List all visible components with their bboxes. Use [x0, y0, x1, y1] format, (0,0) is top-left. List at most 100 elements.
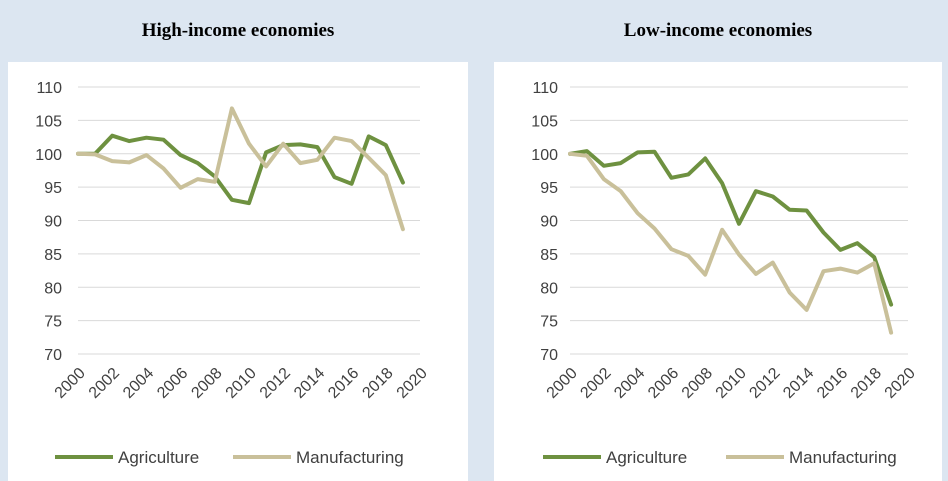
y-tick-label: 85	[44, 247, 62, 264]
data-point-manufacturing	[568, 152, 572, 156]
data-point-agriculture	[144, 136, 148, 140]
data-point-manufacturing	[686, 254, 690, 258]
data-point-manufacturing	[230, 106, 234, 110]
series-line-agriculture	[76, 133, 405, 206]
y-tick-label: 85	[540, 247, 558, 264]
series-line-manufacturing	[76, 106, 405, 232]
data-point-agriculture	[686, 172, 690, 176]
data-point-agriculture	[652, 150, 656, 154]
data-point-manufacturing	[247, 142, 251, 146]
data-point-manufacturing	[602, 177, 606, 181]
y-tick-label: 100	[35, 147, 62, 164]
data-point-manufacturing	[127, 160, 131, 164]
data-point-agriculture	[737, 222, 741, 226]
data-point-agriculture	[619, 161, 623, 165]
x-tick-label: 2004	[120, 365, 157, 402]
data-point-manufacturing	[384, 173, 388, 177]
legend-label-agriculture: Agriculture	[118, 448, 199, 467]
x-tick-label: 2002	[86, 365, 123, 402]
data-point-agriculture	[771, 194, 775, 198]
data-point-manufacturing	[264, 164, 268, 168]
legend-label-agriculture: Agriculture	[606, 448, 687, 467]
data-point-agriculture	[196, 161, 200, 165]
data-point-manufacturing	[720, 228, 724, 232]
data-point-manufacturing	[703, 272, 707, 276]
y-tick-label: 70	[540, 347, 558, 364]
y-tick-label: 110	[36, 80, 62, 97]
data-point-manufacturing	[804, 308, 808, 312]
x-tick-label: 2012	[257, 365, 294, 402]
data-point-agriculture	[703, 156, 707, 160]
data-point-agriculture	[838, 248, 842, 252]
y-tick-label: 95	[44, 180, 62, 197]
chart-title-high-income: High-income economies	[141, 20, 335, 41]
legend-label-manufacturing: Manufacturing	[789, 448, 897, 467]
y-tick-label: 80	[44, 280, 62, 297]
data-point-agriculture	[585, 149, 589, 153]
y-tick-label: 95	[540, 180, 558, 197]
data-point-agriculture	[804, 208, 808, 212]
data-point-agriculture	[602, 164, 606, 168]
data-point-agriculture	[127, 139, 131, 143]
data-point-agriculture	[401, 180, 405, 184]
x-tick-label: 2000	[52, 365, 89, 402]
data-point-manufacturing	[76, 152, 80, 156]
data-point-agriculture	[720, 181, 724, 185]
data-point-agriculture	[161, 138, 165, 142]
data-point-manufacturing	[401, 227, 405, 231]
data-point-manufacturing	[788, 290, 792, 294]
data-point-agriculture	[332, 175, 336, 179]
x-tick-label: 2020	[882, 365, 919, 402]
data-point-agriculture	[635, 150, 639, 154]
x-tick-label: 2014	[780, 365, 817, 402]
data-point-manufacturing	[298, 161, 302, 165]
chart-title-low-income: Low-income economies	[623, 20, 813, 41]
y-tick-label: 75	[44, 314, 62, 331]
data-point-manufacturing	[349, 139, 353, 143]
data-point-agriculture	[384, 143, 388, 147]
x-tick-label: 2010	[713, 365, 750, 402]
x-tick-label: 2000	[544, 365, 581, 402]
data-point-agriculture	[298, 142, 302, 146]
y-tick-label: 100	[531, 147, 558, 164]
y-tick-label: 90	[44, 214, 62, 231]
data-point-manufacturing	[281, 142, 285, 146]
data-point-manufacturing	[144, 153, 148, 157]
series-line-agriculture	[568, 149, 894, 307]
data-point-manufacturing	[315, 158, 319, 162]
data-point-manufacturing	[838, 266, 842, 270]
x-tick-label: 2014	[291, 365, 328, 402]
x-tick-label: 2012	[746, 365, 783, 402]
y-tick-label: 90	[540, 214, 558, 231]
data-point-manufacturing	[754, 272, 758, 276]
x-tick-label: 2016	[814, 365, 851, 402]
data-point-manufacturing	[855, 270, 859, 274]
data-point-manufacturing	[619, 189, 623, 193]
data-point-agriculture	[855, 241, 859, 245]
x-tick-label: 2010	[223, 365, 260, 402]
x-tick-label: 2018	[359, 365, 396, 402]
x-tick-label: 2018	[848, 365, 885, 402]
x-tick-label: 2006	[645, 365, 682, 402]
data-point-manufacturing	[872, 261, 876, 265]
y-tick-label: 105	[35, 113, 62, 130]
data-point-agriculture	[230, 198, 234, 202]
y-tick-label: 110	[532, 80, 558, 97]
data-point-manufacturing	[737, 252, 741, 256]
data-point-agriculture	[264, 150, 268, 154]
data-point-agriculture	[872, 255, 876, 259]
x-tick-label: 2008	[188, 365, 225, 402]
data-point-manufacturing	[332, 136, 336, 140]
data-point-agriculture	[349, 182, 353, 186]
data-point-agriculture	[110, 134, 114, 138]
y-tick-label: 105	[531, 113, 558, 130]
x-tick-label: 2006	[154, 365, 191, 402]
x-tick-label: 2008	[679, 365, 716, 402]
data-point-manufacturing	[178, 186, 182, 190]
data-point-agriculture	[821, 230, 825, 234]
chart-high-income: 70 75 80 85 90 95 100 105 110 2000200220042006200…	[8, 62, 468, 481]
data-point-manufacturing	[585, 154, 589, 158]
data-point-agriculture	[367, 134, 371, 138]
data-point-agriculture	[754, 189, 758, 193]
